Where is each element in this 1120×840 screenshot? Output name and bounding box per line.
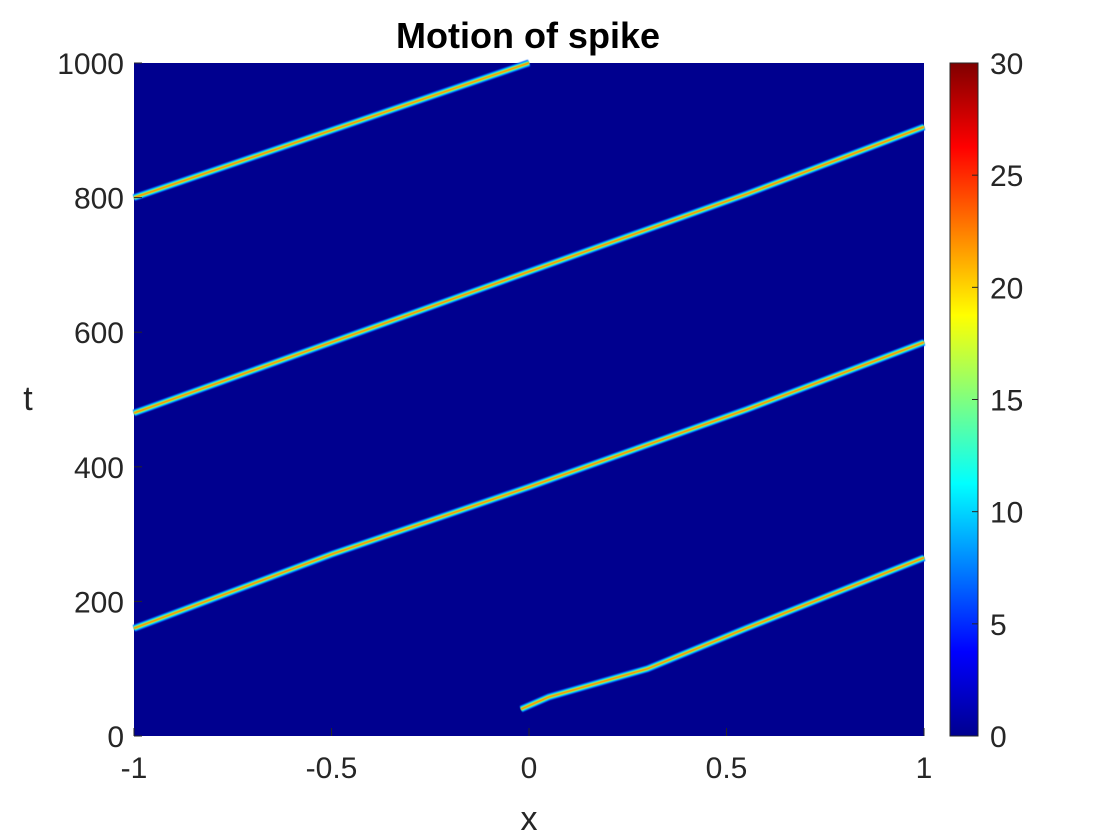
spike-track-line: [133, 62, 530, 198]
chart-title: Motion of spike: [396, 15, 660, 56]
y-tick-label: 800: [74, 183, 124, 216]
y-tick-label: 600: [74, 317, 124, 350]
x-tick-label: 0: [521, 752, 538, 785]
colorbar-tick-label: 25: [990, 160, 1023, 193]
plot-area: [132, 59, 930, 736]
y-tick-label: 200: [74, 586, 124, 619]
x-tick-label: -1: [121, 752, 148, 785]
colorbar: 0 5 10 15 20 25 30: [949, 48, 1023, 754]
spike-tracks: [132, 59, 930, 736]
spike-track-line: [133, 126, 925, 414]
y-axis-label: t: [23, 380, 33, 418]
y-tick-label: 1000: [57, 48, 124, 81]
spike-track: [132, 339, 926, 632]
x-tick-label: 1: [916, 752, 933, 785]
heatmap-background: [134, 63, 924, 736]
x-axis-label: x: [521, 800, 538, 838]
colorbar-tick-label: 30: [990, 48, 1023, 81]
colorbar-tick-label: 10: [990, 497, 1023, 530]
spike-track: [519, 554, 926, 713]
colorbar-tick-label: 15: [990, 385, 1023, 418]
spike-track: [132, 123, 926, 417]
y-tick-label: 0: [107, 721, 124, 754]
colorbar-tick-label: 0: [990, 721, 1007, 754]
spike-track-line: [133, 341, 925, 629]
x-tick-label: -0.5: [306, 752, 358, 785]
colorbar-ticks: 0 5 10 15 20 25 30: [972, 48, 1023, 754]
spike-track: [132, 59, 531, 201]
x-tick-label: 0.5: [706, 752, 748, 785]
x-axis-ticks: -1 -0.5 0 0.5 1: [121, 728, 933, 785]
y-axis-ticks: 0 200 400 600 800 1000: [57, 48, 142, 754]
y-tick-label: 400: [74, 452, 124, 485]
spike-track-line: [520, 557, 925, 710]
colorbar-tick-label: 5: [990, 609, 1007, 642]
colorbar-tick-label: 20: [990, 272, 1023, 305]
